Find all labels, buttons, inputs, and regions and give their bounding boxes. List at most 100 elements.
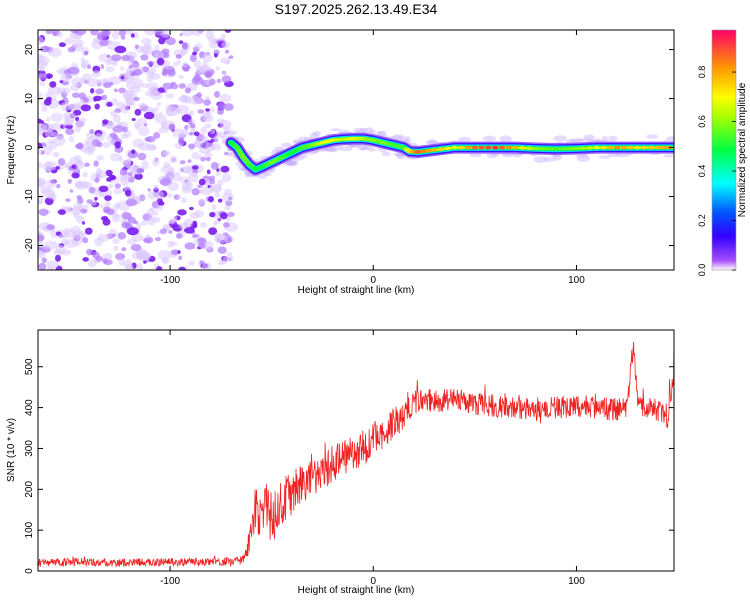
noise-blob <box>57 209 67 215</box>
noise-blob <box>146 136 156 143</box>
noise-blob <box>38 36 44 45</box>
noise-blob <box>112 238 120 244</box>
noise-blob <box>44 92 53 99</box>
noise-blob <box>82 237 89 244</box>
noise-blob <box>151 210 159 216</box>
noise-blob <box>120 35 126 40</box>
colorbar-ticks: 0.0 0.2 0.4 0.6 0.8 <box>697 66 736 276</box>
noise-blob <box>82 171 88 178</box>
noise-blob <box>204 111 211 116</box>
noise-blob <box>103 82 112 89</box>
noise-blob <box>111 97 119 106</box>
noise-blob <box>75 161 85 170</box>
ridge-point <box>647 145 655 150</box>
ridge-point <box>236 149 243 153</box>
noise-blob <box>215 66 221 71</box>
noise-blob <box>71 172 80 179</box>
noise-blob <box>218 260 224 266</box>
noise-blob <box>102 141 111 148</box>
noise-blob <box>87 64 91 69</box>
ridge-halo-blob <box>486 152 497 159</box>
noise-blob <box>75 116 80 122</box>
noise-blob <box>126 227 139 236</box>
ridge-halo-blob <box>575 154 589 158</box>
noise-blob <box>60 73 71 83</box>
ridge-point <box>665 145 672 150</box>
noise-blob <box>90 30 99 36</box>
ridge-halo-blob <box>578 138 591 142</box>
noise-blob <box>38 208 49 216</box>
spectrogram-frame <box>37 29 675 271</box>
ridge-halo-blob <box>225 130 238 135</box>
ridge-halo-blob <box>601 135 609 142</box>
noise-blob <box>95 133 102 138</box>
noise-blob <box>58 42 66 48</box>
colorbar: 0.0 0.2 0.4 0.6 0.8 Normalized spectral ampl… <box>697 29 748 276</box>
ridge-point <box>634 145 641 150</box>
noise-blob <box>168 230 173 234</box>
noise-blob <box>208 184 222 193</box>
noise-blob <box>118 30 126 37</box>
noise-blob <box>89 129 95 134</box>
noise-blob <box>111 61 118 67</box>
noise-blob <box>222 255 229 263</box>
noise-blob <box>95 170 107 179</box>
ridge-halo-blob <box>298 136 307 141</box>
ridge-point <box>238 152 245 156</box>
noise-blob <box>106 101 113 107</box>
noise-blob <box>171 249 180 256</box>
noise-blob <box>66 161 76 171</box>
noise-blob <box>220 212 228 220</box>
noise-blob <box>107 183 114 189</box>
ridge-halo-blob <box>323 148 337 152</box>
spectrogram-ridge <box>225 127 674 179</box>
noise-blob <box>197 155 203 161</box>
noise-blob <box>205 108 211 112</box>
noise-blob <box>188 260 195 266</box>
colorbar-label: Normalized spectral amplitude <box>737 82 748 217</box>
noise-blob <box>72 38 84 48</box>
noise-blob <box>174 142 183 149</box>
noise-blob <box>228 196 233 200</box>
noise-blob <box>62 87 71 95</box>
noise-blob <box>156 102 162 107</box>
noise-blob <box>104 195 112 202</box>
noise-blob <box>60 101 71 112</box>
ridge-point <box>593 145 600 150</box>
x-tick-label: 100 <box>568 576 585 587</box>
noise-blob <box>224 151 229 156</box>
ridge-halo-blob <box>395 153 405 160</box>
noise-blob <box>69 112 76 119</box>
noise-blob <box>209 41 219 49</box>
noise-blob <box>144 30 156 36</box>
ridge-point <box>641 145 648 150</box>
ridge-halo-blob <box>309 132 319 140</box>
ridge-point <box>552 147 560 151</box>
noise-blob <box>163 52 170 59</box>
noise-blob <box>203 99 212 106</box>
noise-blob <box>67 46 76 53</box>
noise-blob <box>189 110 195 116</box>
chart-title: S197.2025.262.13.49.E34 <box>275 1 438 17</box>
noise-blob <box>143 238 151 244</box>
ridge-point <box>580 146 587 150</box>
noise-blob <box>112 114 121 123</box>
noise-blob <box>178 255 183 260</box>
noise-blob <box>164 150 172 156</box>
noise-blob <box>68 136 75 143</box>
snr-x-label: Height of straight line (km) <box>298 585 415 596</box>
snr-y-label: SNR (10 * v/v) <box>6 418 17 482</box>
noise-blob <box>199 222 207 228</box>
noise-blob <box>197 109 205 114</box>
noise-blob <box>187 159 192 163</box>
noise-blob <box>67 66 80 75</box>
spectrogram-x-label: Height of straight line (km) <box>298 285 415 296</box>
noise-blob <box>194 43 203 49</box>
noise-blob <box>97 136 105 141</box>
noise-blob <box>71 92 81 98</box>
noise-blob <box>119 168 128 176</box>
ridge-point <box>431 148 438 152</box>
noise-blob <box>192 234 197 239</box>
spectrogram-y-ticks: 20 10 0 -10 -20 <box>24 44 674 253</box>
noise-blob <box>167 69 176 77</box>
